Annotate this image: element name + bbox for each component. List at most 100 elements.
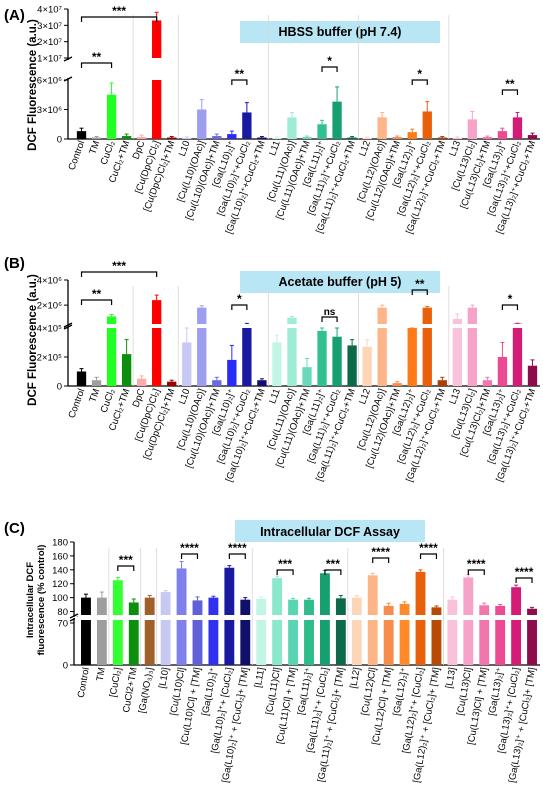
bar — [392, 137, 402, 139]
bar — [136, 378, 147, 386]
bar — [160, 620, 171, 665]
category-label: [L13] — [444, 667, 459, 690]
y-tick-label: 120 — [52, 579, 68, 590]
category-label: L13 — [447, 387, 463, 406]
significance-bracket — [411, 79, 428, 85]
y-tick-label: 3×10⁶ — [37, 105, 62, 116]
bar — [128, 602, 139, 615]
bar — [152, 20, 162, 58]
y-axis-label: Intracellular DCFfluorescence (% control… — [25, 545, 47, 656]
bar — [152, 300, 162, 324]
bar — [106, 328, 117, 386]
bar — [512, 328, 523, 386]
bar — [240, 599, 251, 615]
bar — [317, 330, 327, 386]
category-label: L11 — [267, 387, 283, 405]
significance-bracket — [411, 289, 428, 295]
bar — [319, 620, 330, 665]
bar — [437, 137, 447, 139]
bar — [257, 380, 267, 386]
bar — [431, 607, 442, 615]
bar — [272, 342, 282, 386]
significance-label: **** — [419, 541, 438, 555]
bar — [467, 328, 478, 386]
bar — [176, 568, 187, 615]
significance-bracket — [180, 553, 199, 559]
significance-bracket — [321, 66, 338, 72]
category-label: Control — [76, 667, 92, 699]
bar — [136, 137, 147, 139]
bar — [272, 138, 282, 139]
bar — [447, 599, 458, 615]
category-label: Control — [67, 387, 88, 420]
bar — [288, 620, 299, 665]
bar — [288, 599, 299, 615]
significance-label: *** — [112, 259, 126, 273]
bar — [497, 131, 508, 139]
bar — [197, 328, 207, 386]
y-tick-label: 0 — [63, 661, 68, 672]
bar — [362, 138, 372, 139]
bar — [91, 137, 102, 139]
category-label: L13 — [447, 139, 463, 158]
bar — [227, 359, 237, 386]
significance-bracket — [501, 89, 519, 95]
significance-label: **** — [467, 557, 486, 571]
bar — [367, 620, 378, 665]
bar — [437, 380, 447, 386]
bar — [128, 620, 139, 665]
bar — [482, 137, 493, 139]
y-tick-label: 3×10⁷ — [37, 21, 62, 32]
bar — [242, 328, 252, 386]
significance-label: ** — [415, 277, 425, 291]
bar — [182, 342, 192, 386]
y-tick-label: 2×10⁶ — [37, 301, 62, 312]
significance-bracket — [80, 299, 113, 305]
bar — [512, 117, 523, 139]
significance-label: *** — [119, 553, 133, 567]
y-tick-label: 4×10⁷ — [37, 5, 62, 16]
bar — [497, 357, 508, 386]
significance-label: ** — [92, 50, 102, 64]
category-label: L12 — [357, 139, 373, 158]
significance-bracket — [501, 304, 519, 310]
bar — [91, 380, 102, 386]
category-label: TM — [87, 387, 102, 404]
bar — [287, 328, 297, 386]
bar — [152, 80, 162, 139]
bar — [240, 620, 251, 665]
bar — [121, 354, 132, 386]
bar — [383, 620, 394, 665]
y-tick-label: 160 — [52, 551, 68, 562]
bar — [467, 307, 478, 324]
bar — [527, 620, 537, 665]
bar — [256, 620, 267, 665]
significance-bracket — [276, 569, 294, 575]
bar — [495, 620, 506, 665]
category-label: L12 — [357, 387, 373, 406]
bar — [167, 381, 177, 386]
bar — [304, 599, 314, 615]
bar — [351, 597, 362, 615]
y-tick-label: 2×10⁷ — [37, 37, 62, 48]
bar — [224, 567, 235, 615]
panel-title: HBSS buffer (pH 7.4) — [279, 25, 402, 39]
y-tick-label: 0 — [57, 382, 62, 393]
significance-bracket — [372, 557, 390, 563]
significance-label: **** — [515, 565, 534, 579]
bar — [242, 112, 252, 139]
bar — [392, 383, 402, 386]
bar — [144, 597, 155, 615]
bar — [377, 117, 387, 139]
bar — [511, 620, 522, 665]
bar — [335, 598, 346, 615]
significance-label: **** — [371, 545, 390, 559]
significance-bracket — [321, 316, 338, 322]
bar — [407, 328, 417, 386]
bar — [479, 620, 490, 665]
bar — [431, 620, 442, 665]
y-tick-label: 140 — [52, 565, 68, 576]
bar — [407, 132, 417, 139]
axis-break-mark — [69, 613, 79, 619]
significance-bracket — [117, 565, 135, 571]
